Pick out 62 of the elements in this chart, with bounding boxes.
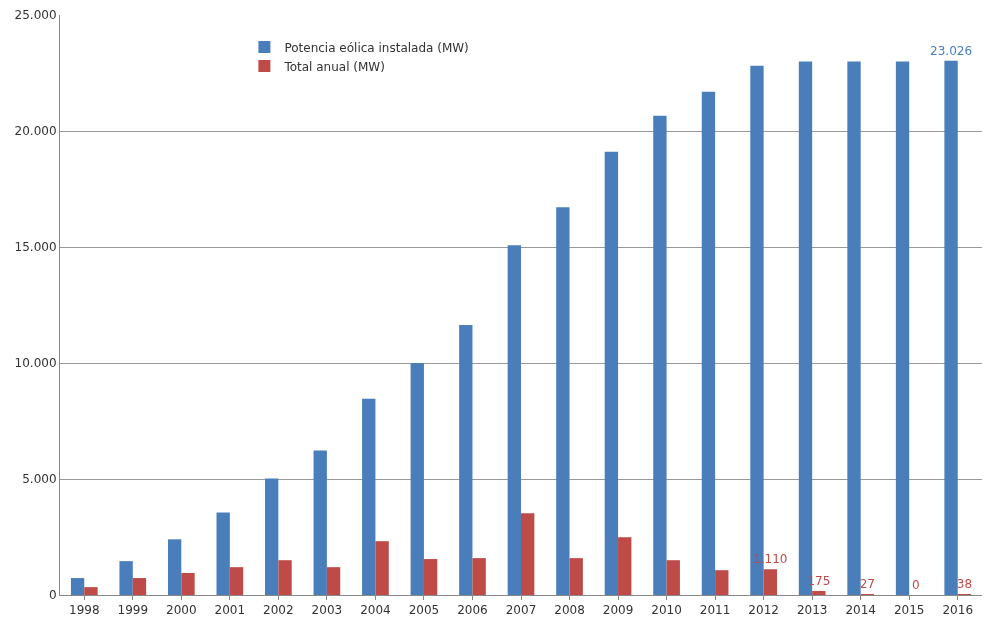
bar — [375, 541, 389, 595]
y-tick-label: 5.000 — [22, 472, 57, 487]
x-tick-label: 2015 — [893, 603, 925, 618]
x-tick-label: 2013 — [796, 603, 828, 618]
bar — [423, 559, 438, 595]
x-tick-label: 2014 — [845, 603, 876, 618]
y-tick-label: 25.000 — [14, 8, 57, 23]
x-tick-label: 2012 — [748, 603, 779, 618]
y-tick-label: 20.000 — [14, 124, 57, 139]
bar — [812, 590, 826, 595]
x-tick-label: 2002 — [263, 603, 294, 618]
x-tick-label: 2011 — [699, 603, 731, 618]
bar — [459, 324, 473, 595]
bar — [313, 450, 327, 595]
bar — [167, 539, 182, 595]
x-tick-label: 1998 — [68, 603, 100, 618]
bar — [229, 567, 244, 595]
bar — [715, 570, 729, 595]
bar — [70, 578, 85, 595]
x-tick-label: 2007 — [505, 603, 537, 618]
x-tick-label: 2004 — [360, 603, 391, 618]
bar — [472, 558, 486, 595]
bar — [362, 398, 376, 595]
y-tick-label: 10.000 — [14, 356, 57, 371]
legend-label: Total anual (MW) — [283, 59, 385, 74]
x-tick-label: 2010 — [651, 603, 682, 618]
bar — [216, 512, 230, 595]
x-tick-label: 2008 — [554, 603, 585, 618]
bar — [326, 567, 341, 595]
x-tick-label: 2005 — [408, 603, 440, 618]
x-tick-label: 2001 — [214, 603, 246, 618]
x-tick-label: 2016 — [942, 603, 974, 618]
bar — [556, 207, 570, 595]
y-tick-label: 0 — [48, 588, 57, 603]
bar — [265, 478, 279, 595]
bar — [763, 569, 777, 595]
x-tick-label: 2000 — [166, 603, 197, 618]
bar — [569, 558, 583, 595]
bar — [666, 560, 680, 595]
x-tick-label: 2003 — [311, 603, 343, 618]
x-tick-label: 2006 — [457, 603, 488, 618]
bar — [410, 363, 424, 595]
x-tick-label: 1999 — [117, 603, 149, 618]
bar — [521, 513, 535, 595]
bar — [181, 572, 195, 595]
bar — [895, 61, 910, 595]
bar — [847, 61, 861, 595]
bar — [507, 245, 521, 595]
legend-label: Potencia eólica instalada (MW) — [284, 40, 469, 55]
bar — [278, 560, 292, 595]
bar — [119, 561, 133, 595]
bar — [653, 115, 667, 595]
x-tick-label: 2009 — [602, 603, 634, 618]
bar — [618, 537, 632, 595]
data-label: 0 — [912, 578, 920, 592]
bar — [132, 578, 147, 595]
y-tick-label: 15.000 — [14, 240, 57, 255]
bar — [701, 91, 716, 595]
data-label: 23.026 — [930, 43, 973, 58]
bar — [604, 151, 619, 595]
bar — [84, 587, 98, 595]
bar — [944, 60, 958, 595]
